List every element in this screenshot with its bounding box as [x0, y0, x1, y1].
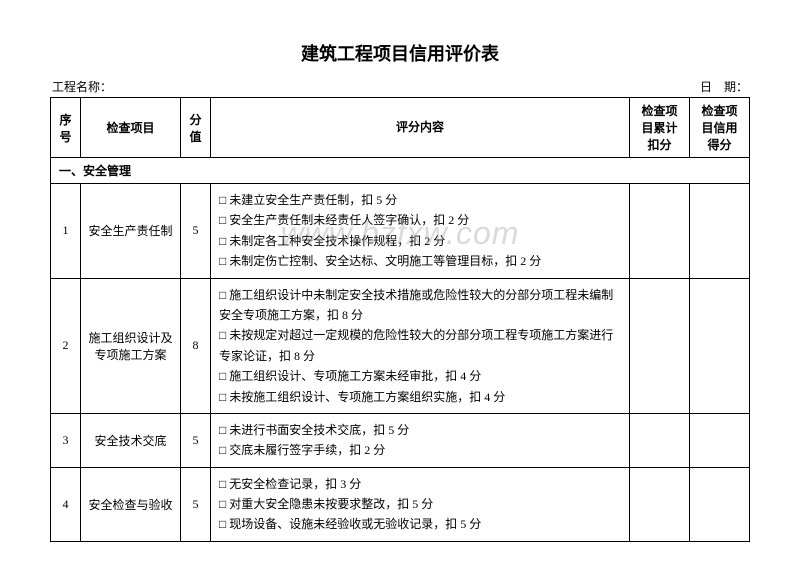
cell-item: 安全检查与验收	[81, 467, 181, 541]
table-row: 3 安全技术交底 5 □ 未进行书面安全技术交底，扣 5 分 □ 交底未履行签字…	[51, 413, 750, 467]
cell-score: 5	[181, 413, 211, 467]
cell-credit	[690, 278, 750, 413]
cell-deduct	[630, 413, 690, 467]
cell-content: □ 施工组织设计中未制定安全技术措施或危险性较大的分部分项工程未编制安全专项施工…	[211, 278, 630, 413]
content-line: □ 施工组织设计、专项施工方案未经审批，扣 4 分	[219, 366, 621, 386]
cell-seq: 3	[51, 413, 81, 467]
content-line: □ 未制定各工种安全技术操作规程，扣 2 分	[219, 231, 621, 251]
cell-score: 8	[181, 278, 211, 413]
evaluation-table: 序号 检查项目 分值 评分内容 检查项目累计扣分 检查项目信用得分 一、安全管理…	[50, 97, 750, 542]
section-header-row: 一、安全管理	[51, 158, 750, 184]
content-line: □ 未建立安全生产责任制，扣 5 分	[219, 190, 621, 210]
table-row: 4 安全检查与验收 5 □ 无安全检查记录，扣 3 分 □ 对重大安全隐患未按要…	[51, 467, 750, 541]
col-credit-header: 检查项目信用得分	[690, 98, 750, 158]
cell-seq: 4	[51, 467, 81, 541]
table-row: 1 安全生产责任制 5 □ 未建立安全生产责任制，扣 5 分 □ 安全生产责任制…	[51, 184, 750, 279]
project-name-label: 工程名称：	[52, 78, 112, 95]
cell-content: □ 无安全检查记录，扣 3 分 □ 对重大安全隐患未按要求整改，扣 5 分 □ …	[211, 467, 630, 541]
cell-seq: 1	[51, 184, 81, 279]
content-line: □ 未按规定对超过一定规模的危险性较大的分部分项工程专项施工方案进行专家论证，扣…	[219, 325, 621, 366]
col-seq-header: 序号	[51, 98, 81, 158]
date-label: 日 期：	[700, 78, 748, 95]
cell-seq: 2	[51, 278, 81, 413]
content-line: □ 对重大安全隐患未按要求整改，扣 5 分	[219, 494, 621, 514]
page-title: 建筑工程项目信用评价表	[50, 40, 750, 66]
section1-title: 一、安全管理	[51, 158, 750, 184]
col-content-header: 评分内容	[211, 98, 630, 158]
col-score-header: 分值	[181, 98, 211, 158]
cell-item: 安全生产责任制	[81, 184, 181, 279]
cell-deduct	[630, 467, 690, 541]
header-row: 工程名称： 日 期：	[50, 78, 750, 95]
content-line: □ 安全生产责任制未经责任人签字确认，扣 2 分	[219, 210, 621, 230]
cell-content: □ 未建立安全生产责任制，扣 5 分 □ 安全生产责任制未经责任人签字确认，扣 …	[211, 184, 630, 279]
cell-deduct	[630, 184, 690, 279]
cell-score: 5	[181, 184, 211, 279]
cell-credit	[690, 467, 750, 541]
content-line: □ 未制定伤亡控制、安全达标、文明施工等管理目标，扣 2 分	[219, 251, 621, 271]
cell-credit	[690, 413, 750, 467]
cell-deduct	[630, 278, 690, 413]
content-line: □ 施工组织设计中未制定安全技术措施或危险性较大的分部分项工程未编制安全专项施工…	[219, 285, 621, 326]
col-deduct-header: 检查项目累计扣分	[630, 98, 690, 158]
content-line: □ 现场设备、设施未经验收或无验收记录，扣 5 分	[219, 514, 621, 534]
content-line: □ 未进行书面安全技术交底，扣 5 分	[219, 420, 621, 440]
cell-credit	[690, 184, 750, 279]
cell-item: 安全技术交底	[81, 413, 181, 467]
content-line: □ 交底未履行签字手续，扣 2 分	[219, 440, 621, 460]
table-row: 2 施工组织设计及专项施工方案 8 □ 施工组织设计中未制定安全技术措施或危险性…	[51, 278, 750, 413]
content-line: □ 无安全检查记录，扣 3 分	[219, 474, 621, 494]
table-header-row: 序号 检查项目 分值 评分内容 检查项目累计扣分 检查项目信用得分	[51, 98, 750, 158]
cell-score: 5	[181, 467, 211, 541]
content-line: □ 未按施工组织设计、专项施工方案组织实施，扣 4 分	[219, 387, 621, 407]
cell-item: 施工组织设计及专项施工方案	[81, 278, 181, 413]
col-item-header: 检查项目	[81, 98, 181, 158]
cell-content: □ 未进行书面安全技术交底，扣 5 分 □ 交底未履行签字手续，扣 2 分	[211, 413, 630, 467]
